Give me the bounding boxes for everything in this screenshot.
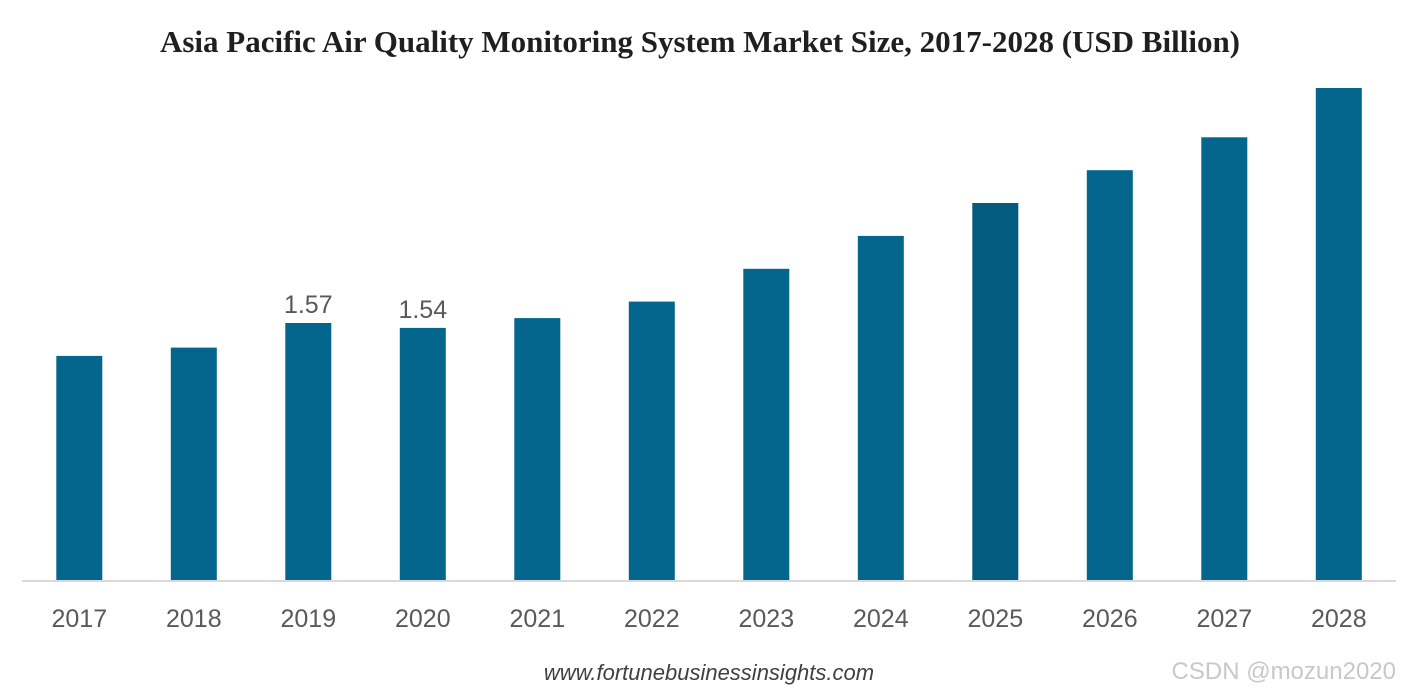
x-tick-label-2019: 2019 xyxy=(280,605,336,633)
chart-title: Asia Pacific Air Quality Monitoring Syst… xyxy=(160,24,1240,59)
watermark: CSDN @mozun2020 xyxy=(1172,658,1396,685)
source-url: www.fortunebusinessinsights.com xyxy=(544,660,874,685)
bar-2017 xyxy=(56,355,103,581)
x-tick-label-2021: 2021 xyxy=(509,605,565,633)
bar-2026 xyxy=(1086,170,1133,581)
bar-2023 xyxy=(743,268,790,581)
bar-2019 xyxy=(285,323,332,581)
data-label-2020: 1.54 xyxy=(398,296,447,324)
x-tick-labels: 2017 2018 2019 2020 2021 2022 2023 2024 2025 2026… xyxy=(51,605,1366,633)
bar-2022 xyxy=(628,301,675,581)
bar-2024 xyxy=(857,235,904,581)
x-tick-label-2026: 2026 xyxy=(1082,605,1138,633)
bar-2021 xyxy=(514,318,561,581)
bar-2027 xyxy=(1201,137,1248,582)
x-tick-label-2022: 2022 xyxy=(624,605,680,633)
data-labels: 1.57 1.54 xyxy=(284,291,447,324)
x-tick-label-2017: 2017 xyxy=(51,605,107,633)
x-tick-label-2028: 2028 xyxy=(1311,605,1367,633)
x-tick-label-2023: 2023 xyxy=(738,605,794,633)
bar-2020 xyxy=(399,327,446,581)
bar-2028 xyxy=(1315,88,1362,581)
bar-2025 xyxy=(972,203,1019,581)
x-tick-label-2018: 2018 xyxy=(166,605,222,633)
x-tick-label-2024: 2024 xyxy=(853,605,909,633)
data-label-2019: 1.57 xyxy=(284,291,333,319)
bar-2018 xyxy=(170,347,217,581)
bars-layer xyxy=(56,88,1362,582)
x-tick-label-2027: 2027 xyxy=(1196,605,1252,633)
x-tick-label-2025: 2025 xyxy=(967,605,1023,633)
x-tick-label-2020: 2020 xyxy=(395,605,451,633)
